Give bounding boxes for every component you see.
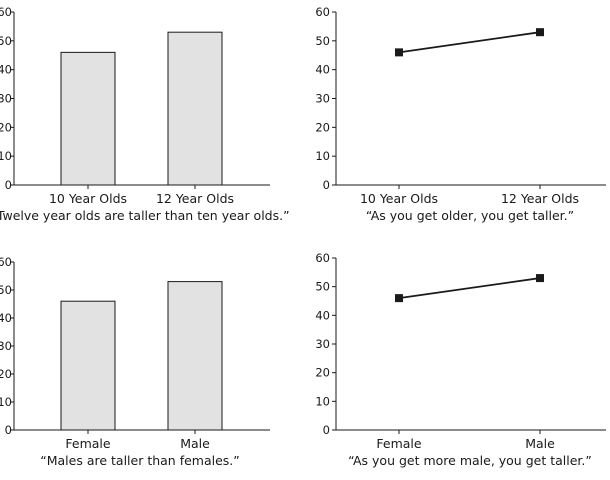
chart-panel-4: 0 10 20 30 40 50 60 Female Male “As you get more … bbox=[315, 251, 606, 468]
y-tick-label: 0 bbox=[323, 423, 330, 437]
bar bbox=[60, 300, 116, 431]
x-tick-label: 12 Year Olds bbox=[501, 191, 579, 206]
x-tick-label: Male bbox=[525, 436, 555, 451]
y-tick-label: 50 bbox=[0, 283, 12, 297]
y-tick-label: 60 bbox=[0, 255, 12, 269]
chart-caption: “Twelve year olds are taller than ten ye… bbox=[0, 208, 290, 223]
y-tick-label: 0 bbox=[323, 178, 330, 192]
y-tick-label: 0 bbox=[5, 423, 12, 437]
y-tick-label: 20 bbox=[315, 366, 330, 380]
x-tick-label: 10 Year Olds bbox=[360, 191, 438, 206]
y-tick-label: 60 bbox=[315, 251, 330, 265]
chart-panel-2: 0 10 20 30 40 50 60 10 Year Olds 12 Year Olds “As… bbox=[315, 5, 606, 223]
y-tick-label: 20 bbox=[0, 120, 12, 134]
bar bbox=[60, 51, 116, 186]
y-tick-label: 40 bbox=[0, 311, 12, 325]
chart-caption: “As you get older, you get taller.” bbox=[366, 208, 574, 223]
y-tick-label: 10 bbox=[315, 149, 330, 163]
x-tick-label: Female bbox=[376, 436, 422, 451]
x-tick-label: Male bbox=[180, 436, 210, 451]
y-tick-label: 30 bbox=[315, 92, 330, 106]
data-point-marker bbox=[536, 28, 544, 37]
chart-panel-3: 0 10 20 30 40 50 60 Female Male “Males are taller… bbox=[0, 255, 270, 468]
y-tick-label: 10 bbox=[0, 149, 12, 163]
data-point-marker bbox=[536, 274, 544, 283]
series-line bbox=[398, 277, 541, 300]
y-tick-label: 50 bbox=[0, 34, 12, 48]
y-tick-label: 60 bbox=[0, 5, 12, 19]
y-tick-label: 10 bbox=[0, 395, 12, 409]
x-tick-label: 12 Year Olds bbox=[156, 191, 234, 206]
data-point-marker bbox=[395, 294, 403, 303]
y-tick-label: 50 bbox=[315, 34, 330, 48]
y-tick-label: 40 bbox=[0, 63, 12, 77]
chart-panel-1: 0 10 20 30 40 50 60 10 Year Olds 12 Year Olds “Tw… bbox=[0, 5, 290, 223]
y-tick-label: 60 bbox=[315, 5, 330, 19]
y-tick-label: 0 bbox=[5, 178, 12, 192]
y-tick-label: 30 bbox=[0, 92, 12, 106]
y-tick-label: 30 bbox=[0, 339, 12, 353]
chart-caption: “Males are taller than females.” bbox=[40, 453, 240, 468]
x-tick-label: 10 Year Olds bbox=[49, 191, 127, 206]
x-tick-label: Female bbox=[65, 436, 111, 451]
bar bbox=[167, 31, 223, 186]
chart-caption: “As you get more male, you get taller.” bbox=[348, 453, 592, 468]
data-point-marker bbox=[395, 48, 403, 57]
series-line bbox=[398, 31, 541, 54]
y-tick-label: 20 bbox=[0, 367, 12, 381]
y-tick-label: 30 bbox=[315, 337, 330, 351]
y-tick-label: 20 bbox=[315, 120, 330, 134]
y-tick-label: 40 bbox=[315, 63, 330, 77]
y-tick-label: 50 bbox=[315, 280, 330, 294]
y-tick-label: 40 bbox=[315, 308, 330, 322]
y-tick-label: 10 bbox=[315, 394, 330, 408]
bar bbox=[167, 281, 223, 431]
